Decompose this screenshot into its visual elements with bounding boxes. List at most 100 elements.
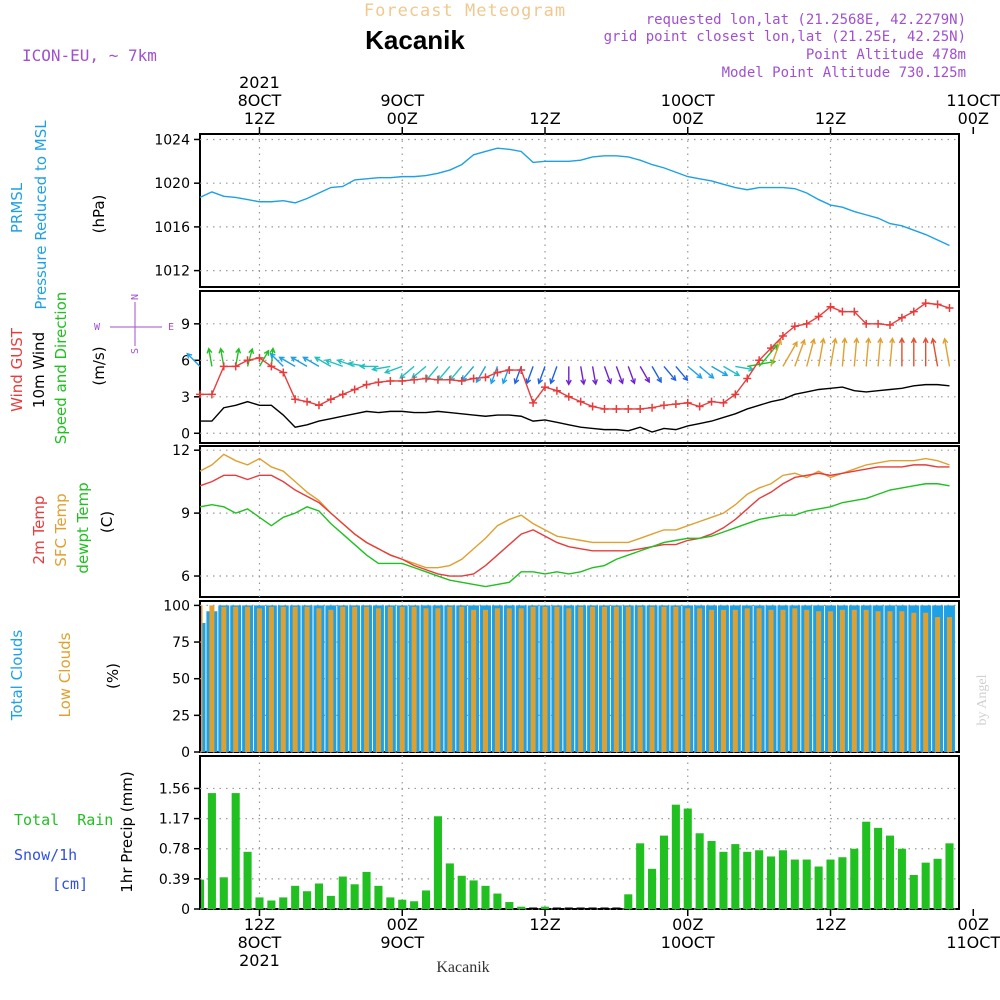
- cloud-bar-low: [245, 606, 251, 752]
- cloud-bar-low: [816, 611, 822, 752]
- precip-bar: [719, 851, 728, 909]
- wind-marker: [291, 395, 300, 404]
- wind-marker: [909, 307, 918, 316]
- wind-arrow-head: [618, 378, 624, 385]
- wind-arrow: [922, 336, 929, 367]
- precip-bar: [707, 841, 716, 909]
- wind-arrow-head: [592, 379, 598, 386]
- precip-ytick-label: 1.56: [159, 781, 190, 797]
- wind-arrow-head: [501, 378, 508, 385]
- precip-bar: [505, 902, 514, 909]
- wind-marker: [505, 366, 514, 375]
- wind-arrow-shaft: [449, 365, 463, 381]
- precip-bar: [790, 859, 799, 909]
- wind-arrow: [782, 340, 798, 367]
- precip-bar: [683, 808, 692, 909]
- wind-marker: [338, 390, 347, 399]
- bottom-time-label: 12Z: [815, 915, 846, 934]
- wind-marker: [945, 304, 954, 313]
- wind-arrow-shaft: [651, 366, 662, 383]
- wind-marker: [755, 356, 764, 365]
- wind-marker: [433, 375, 442, 384]
- wind-arrow-shaft: [806, 339, 815, 367]
- precip-unit: 1hr Precip (mm): [118, 771, 136, 892]
- wind-arrow-head: [942, 337, 949, 344]
- wind-marker: [648, 403, 657, 412]
- cloud-bar-low: [851, 609, 857, 752]
- precip-bar: [529, 907, 538, 909]
- precip-bar: [897, 848, 906, 909]
- precip-bar: [326, 895, 335, 909]
- precip-bar: [219, 877, 228, 909]
- wind-arrow-head: [722, 370, 729, 377]
- cloud-bar-low: [661, 606, 667, 752]
- wind-marker: [790, 322, 799, 331]
- cloud-bar-low: [494, 608, 500, 752]
- precip-label-2: Snow/1h: [14, 846, 77, 864]
- precip-bar: [862, 821, 871, 909]
- cloud-unit: (%): [104, 663, 122, 689]
- temp-label-1: 2m Temp: [30, 496, 48, 565]
- cloud-bar-low: [201, 605, 203, 752]
- wind-marker: [838, 307, 847, 316]
- cloud-bar-low: [744, 608, 750, 752]
- pressure-unit: (hPa): [90, 195, 108, 234]
- wind-arrow-head: [853, 337, 860, 344]
- wind-arrow: [942, 337, 951, 367]
- wind-marker: [874, 319, 883, 328]
- wind-arrow-shaft: [711, 365, 728, 376]
- wind-arrow-head: [206, 347, 213, 354]
- precip-bar: [255, 897, 264, 909]
- cloud-bar-low: [364, 606, 370, 752]
- top-time-label: 11OCT: [946, 91, 1000, 110]
- wind-arrow: [591, 366, 598, 386]
- precip-bar: [410, 901, 419, 909]
- cloud-bar-low: [375, 608, 381, 752]
- pressure-label-2: Pressure Reduced to MSL: [32, 120, 50, 310]
- footer-location: Kacanik: [436, 959, 489, 976]
- precip-bar: [576, 907, 585, 909]
- wind-arrow-shaft: [399, 365, 415, 379]
- wind-arrow-shaft: [943, 338, 951, 367]
- precip-bar: [624, 894, 633, 909]
- precip-ytick-label: 0: [181, 902, 190, 918]
- wind-arrow-shaft: [385, 365, 403, 374]
- wind-arrow-head: [263, 349, 270, 356]
- pressure-ytick-label: 1016: [154, 220, 190, 236]
- compass-n: N: [130, 294, 141, 300]
- precip-bar: [838, 857, 847, 909]
- clouds-ytick-label: 0: [181, 745, 190, 761]
- wind-marker: [552, 386, 561, 395]
- compass-s: S: [130, 348, 141, 354]
- wind-arrow: [711, 365, 729, 377]
- wind-arrow-head: [565, 379, 572, 386]
- cloud-bar-low: [899, 611, 905, 752]
- wind-ytick-label: 9: [181, 317, 190, 333]
- wind-arrow: [489, 366, 499, 385]
- wind-arrow-head: [708, 373, 715, 379]
- compass-w: W: [94, 322, 101, 333]
- temp-label-2: SFC Temp: [52, 493, 70, 566]
- precip-bar: [659, 835, 669, 909]
- temperature-line-sfc-temp: [199, 453, 950, 569]
- cloud-bar-low: [732, 609, 738, 752]
- wind-arrow-shaft: [675, 365, 688, 381]
- wind-marker: [529, 398, 538, 407]
- wind-arrow-head: [383, 368, 391, 374]
- wind-marker: [897, 313, 906, 322]
- clouds-ytick-label: 50: [172, 672, 190, 688]
- wind-arrow-shaft: [258, 350, 270, 367]
- precip-bar: [766, 856, 776, 909]
- precip-bar: [600, 907, 609, 909]
- wind-arrow-shaft: [591, 366, 597, 385]
- wind-marker: [707, 397, 716, 406]
- wind-arrow: [794, 338, 806, 367]
- wind-ytick-label: 6: [181, 353, 190, 369]
- cloud-bar-low: [423, 608, 429, 752]
- top-time-label: 2021: [239, 73, 280, 92]
- temperature-line-2m-temp: [199, 464, 950, 577]
- wind-marker: [469, 374, 478, 383]
- wind-marker: [541, 383, 549, 392]
- cloud-label-2: Low Clouds: [56, 632, 74, 717]
- precip-bar: [517, 906, 526, 909]
